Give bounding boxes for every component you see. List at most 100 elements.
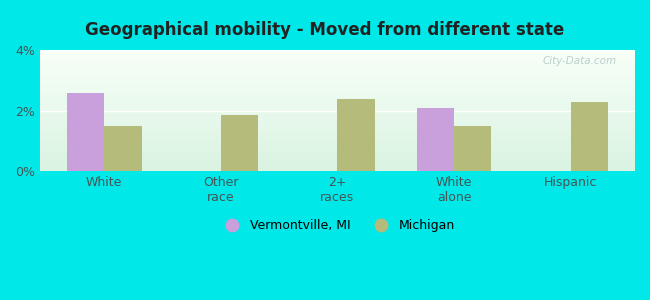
Bar [40, 137, 635, 139]
Bar [40, 122, 635, 123]
Bar [40, 60, 635, 61]
Bar [104, 126, 142, 171]
Bar [40, 84, 635, 85]
Bar [40, 125, 635, 127]
Bar [40, 162, 635, 163]
Bar [40, 169, 635, 170]
Bar [40, 170, 635, 171]
Bar [40, 73, 635, 74]
Bar [337, 99, 375, 171]
Bar [40, 127, 635, 128]
Bar [40, 72, 635, 73]
Bar [40, 141, 635, 142]
Bar [40, 131, 635, 133]
Bar [40, 100, 635, 101]
Bar [40, 67, 635, 68]
Bar [40, 147, 635, 148]
Text: Geographical mobility - Moved from different state: Geographical mobility - Moved from diffe… [85, 21, 565, 39]
Bar [40, 58, 635, 60]
Bar [40, 85, 635, 86]
Bar [40, 117, 635, 118]
Bar [40, 129, 635, 130]
Bar [40, 158, 635, 159]
Bar [40, 156, 635, 157]
Bar [417, 108, 454, 171]
Bar [454, 126, 491, 171]
Bar [40, 140, 635, 141]
Bar [40, 92, 635, 94]
Bar [40, 95, 635, 96]
Bar [40, 164, 635, 165]
Bar [40, 94, 635, 95]
Bar [40, 79, 635, 80]
Bar [40, 50, 635, 51]
Bar [40, 165, 635, 166]
Bar [40, 105, 635, 106]
Bar [40, 111, 635, 112]
Bar [40, 101, 635, 102]
Bar [40, 146, 635, 147]
Bar [40, 160, 635, 162]
Bar [40, 124, 635, 125]
Bar [40, 56, 635, 57]
Bar [40, 74, 635, 76]
Bar [40, 152, 635, 153]
Bar [40, 51, 635, 52]
Bar [40, 80, 635, 82]
Bar [40, 128, 635, 129]
Bar [40, 112, 635, 113]
Bar [40, 118, 635, 119]
Bar [571, 102, 608, 171]
Bar [40, 150, 635, 151]
Bar [40, 123, 635, 124]
Bar [40, 57, 635, 59]
Bar [40, 88, 635, 89]
Text: City-Data.com: City-Data.com [543, 56, 617, 66]
Bar [40, 69, 635, 70]
Bar [40, 62, 635, 63]
Bar [40, 90, 635, 91]
Bar [40, 151, 635, 152]
Bar [40, 54, 635, 55]
Bar [40, 86, 635, 88]
Bar [40, 114, 635, 116]
Bar [40, 78, 635, 79]
Bar [40, 77, 635, 78]
Bar [40, 145, 635, 146]
Bar [40, 107, 635, 108]
Bar [40, 133, 635, 134]
Bar [40, 61, 635, 62]
Bar [40, 96, 635, 98]
Bar [40, 139, 635, 140]
Bar [40, 63, 635, 64]
Bar [40, 153, 635, 154]
Bar [40, 52, 635, 54]
Bar [40, 157, 635, 158]
Bar [40, 159, 635, 160]
Bar [40, 106, 635, 107]
Bar [40, 167, 635, 168]
Bar [40, 130, 635, 131]
Bar [40, 148, 635, 150]
Bar [67, 92, 104, 171]
Bar [40, 99, 635, 100]
Bar [40, 119, 635, 120]
Bar [40, 135, 635, 136]
Bar [40, 142, 635, 143]
Bar [221, 115, 258, 171]
Bar [40, 108, 635, 110]
Bar [40, 66, 635, 67]
Bar [40, 116, 635, 117]
Bar [40, 168, 635, 169]
Bar [40, 136, 635, 137]
Bar [40, 64, 635, 66]
Bar [40, 154, 635, 156]
Bar [40, 68, 635, 69]
Bar [40, 134, 635, 135]
Bar [40, 163, 635, 164]
Bar [40, 110, 635, 111]
Bar [40, 70, 635, 72]
Bar [40, 120, 635, 122]
Bar [40, 89, 635, 90]
Legend: Vermontville, MI, Michigan: Vermontville, MI, Michigan [214, 214, 460, 237]
